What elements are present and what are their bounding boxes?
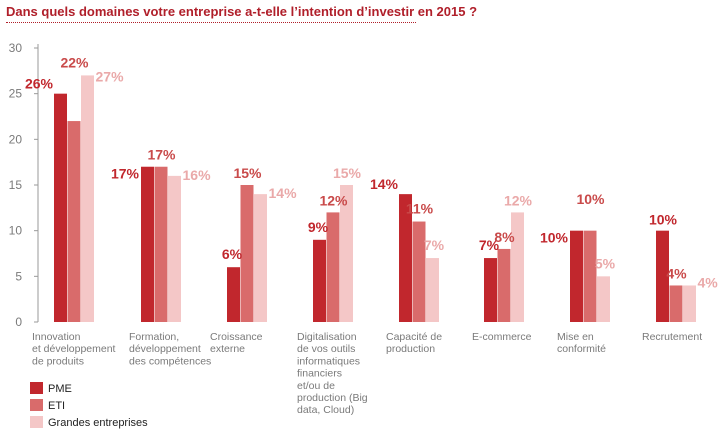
y-tick-label: 5 [15,269,22,283]
bar [81,75,94,323]
category-label: Mise en conformité [557,331,606,355]
legend-swatch [30,416,43,428]
bar [597,276,610,322]
data-label: 14% [269,185,298,201]
data-label: 4% [698,274,719,290]
bar [141,166,154,322]
bar [426,258,439,322]
data-label: 7% [479,237,500,253]
data-label: 10% [540,230,569,246]
legend-swatch [30,399,43,411]
bar [497,248,511,322]
y-tick-label: 30 [9,41,23,55]
data-label: 9% [308,219,329,235]
bars [54,75,696,323]
data-labels: 26% 22% 27% 17% 17% 16% 6% 15% 14% 9% 12% 15% 14% 11%… [25,54,718,290]
bar [313,239,326,322]
data-label: 4% [666,265,687,281]
y-tick-label: 15 [9,178,23,192]
bar [399,194,412,322]
data-label: 15% [233,165,262,181]
bar [570,230,583,322]
bar [67,121,81,322]
bar [54,93,67,323]
category-label: Croissance externe [210,331,263,355]
bar [227,267,240,322]
data-label: 10% [576,191,605,207]
category-label: Capacité de production [386,331,442,355]
bar [583,230,597,322]
legend: PME ETI Grandes entreprises [30,382,148,429]
data-label: 6% [222,246,243,262]
legend-label: Grandes entreprises [48,417,148,429]
legend-swatch [30,382,43,394]
legend-label: ETI [48,400,65,412]
bar [669,285,683,322]
bar [168,175,181,322]
data-label: 7% [424,237,445,253]
y-tick-label: 20 [9,132,23,146]
data-label: 17% [111,166,140,182]
data-label: 27% [96,68,125,84]
category-label: Digitalisation de vos outils informatiques… [297,331,368,416]
legend-label: PME [48,383,72,395]
bar [154,166,168,322]
data-label: 17% [147,147,176,163]
data-label: 16% [183,167,212,183]
category-labels: Innovation et développement de produits For… [32,331,702,416]
bar [240,185,254,322]
y-tick-label: 10 [9,224,23,238]
category-label: Recrutement [642,331,702,343]
category-label: E-commerce [472,331,532,343]
bar [683,285,696,322]
data-label: 8% [494,229,515,245]
data-label: 10% [649,212,678,228]
y-tick-label: 25 [9,87,23,101]
data-label: 26% [25,76,54,92]
data-label: 11% [406,201,434,217]
bar [326,212,340,322]
y-tick-label: 0 [15,315,22,329]
title-underline [6,22,416,23]
data-label: 5% [595,255,616,271]
data-label: 15% [333,165,362,181]
category-label: Innovation et développement de produits [32,331,116,367]
data-label: 12% [504,192,533,208]
bar [340,185,353,322]
data-label: 12% [319,192,348,208]
chart-title: Dans quels domaines votre entreprise a-t… [6,4,478,19]
bar [254,194,267,322]
category-label: Formation, développement des compétences [129,331,211,367]
bar [412,221,426,322]
bar [511,212,524,322]
axes: 0 5 10 15 20 25 30 [9,41,39,329]
bar [484,258,497,322]
bar [656,230,669,322]
data-label: 14% [370,176,399,192]
data-label: 22% [60,54,89,70]
